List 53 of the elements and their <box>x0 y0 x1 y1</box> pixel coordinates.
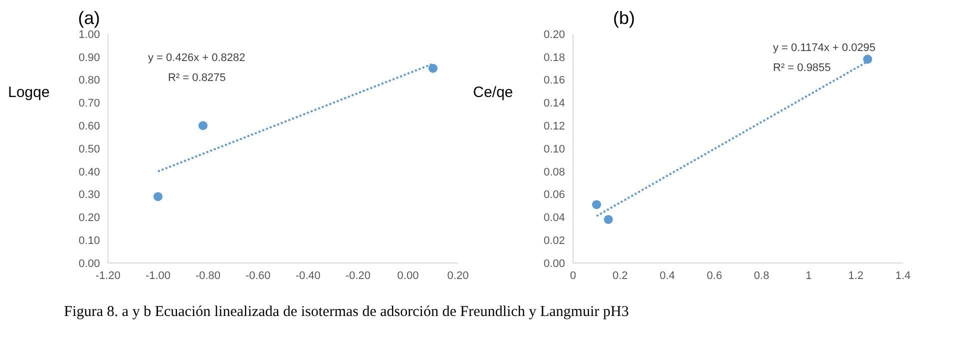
y-tick-label: 0.00 <box>544 258 565 270</box>
y-tick-label: 0.08 <box>544 166 565 178</box>
point <box>198 121 208 130</box>
y-tick-label: 0.14 <box>544 98 565 110</box>
x-tick-label: 1 <box>806 270 812 282</box>
x-tick-label: -0.40 <box>295 270 321 282</box>
y-tick-label: 0.70 <box>78 98 100 110</box>
x-tick-label: -0.60 <box>245 270 271 282</box>
point <box>428 64 438 73</box>
y-tick-label: 0.10 <box>544 143 565 156</box>
annotation: R² = 0.9855 <box>773 62 831 74</box>
x-tick-label: 0.6 <box>706 270 722 282</box>
point <box>592 200 602 210</box>
annotation: y = 0.426x + 0.8282 <box>148 52 246 64</box>
chart-title: (a) <box>78 8 100 29</box>
y-tick-label: 0.20 <box>78 212 100 224</box>
y-tick-label: 0.80 <box>78 74 100 87</box>
y-tick-label: 0.04 <box>544 212 565 224</box>
annotation: R² = 0.8275 <box>168 72 226 84</box>
x-tick-label: -1.20 <box>95 270 121 282</box>
x-tick-label: 1.2 <box>848 270 864 282</box>
x-tick-label: 1.4 <box>895 270 911 282</box>
y-axis-title: Logqe <box>8 84 50 101</box>
point <box>153 192 163 202</box>
x-tick-label: -0.80 <box>195 270 221 282</box>
point <box>863 54 872 64</box>
x-tick-label: -0.20 <box>345 270 371 282</box>
y-tick-label: 0.00 <box>78 258 100 270</box>
y-tick-label: 0.06 <box>544 189 565 202</box>
x-tick-label: -1.00 <box>145 270 171 282</box>
x-tick-label: 0.00 <box>397 270 419 282</box>
y-tick-label: 0.30 <box>78 189 100 202</box>
y-tick-label: 0.12 <box>544 120 565 133</box>
chart-title: (b) <box>613 8 635 29</box>
annotation: y = 0.1174x + 0.0295 <box>773 42 876 54</box>
x-tick-label: 0.4 <box>660 270 675 282</box>
y-tick-label: 0.10 <box>78 235 100 248</box>
y-tick-label: 0.16 <box>544 74 565 87</box>
x-tick-label: 0 <box>570 270 576 282</box>
y-tick-label: 0.18 <box>544 52 565 64</box>
y-tick-label: 1.00 <box>78 28 100 41</box>
x-tick-label: 0.2 <box>612 270 628 282</box>
x-tick-label: 0.20 <box>447 270 469 282</box>
y-tick-label: 0.02 <box>544 235 565 248</box>
y-tick-label: 0.90 <box>78 52 100 64</box>
y-tick-label: 0.40 <box>78 166 100 178</box>
y-tick-label: 0.20 <box>544 28 565 41</box>
x-tick-label: 0.8 <box>754 270 770 282</box>
y-axis-title: Ce/qe <box>473 84 514 101</box>
point <box>604 214 613 224</box>
text: Figura 8. a y b Ecuación linealizada de isotermas de adsorción de Freundlich y Langmuir pH3 <box>64 304 629 321</box>
y-tick-label: 0.50 <box>78 143 100 156</box>
y-tick-label: 0.60 <box>78 120 100 133</box>
